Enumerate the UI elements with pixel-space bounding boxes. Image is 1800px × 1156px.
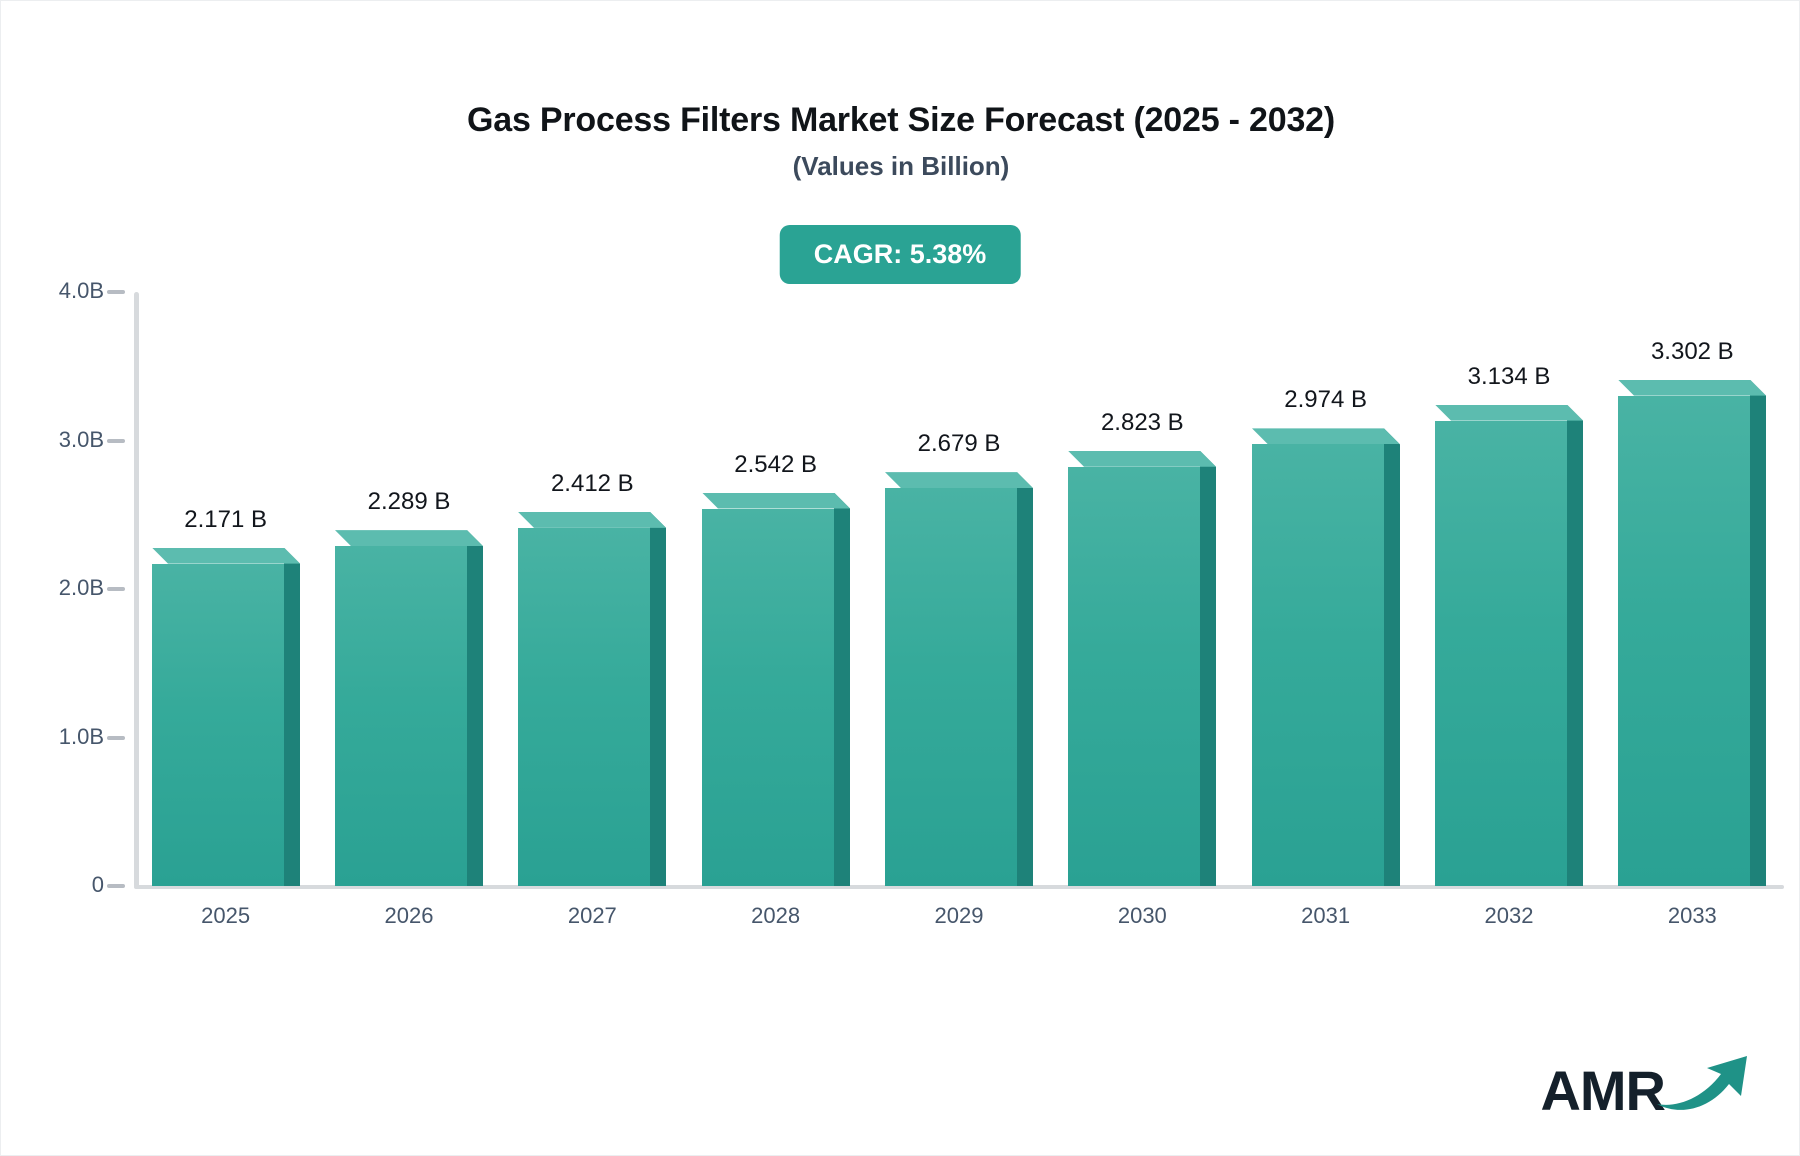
- bar-value-label: 3.302 B: [1650, 337, 1734, 365]
- bar-side-face: [834, 492, 850, 886]
- y-tick-mark: [107, 735, 125, 740]
- bar-value-label: 2.823 B: [1100, 408, 1184, 436]
- y-tick-mark: [107, 587, 125, 591]
- x-tick-label: 2026: [384, 903, 434, 928]
- bar-value-label: 2.679 B: [917, 430, 1001, 458]
- chart-title: Gas Process Filters Market Size Forecast…: [467, 101, 1335, 139]
- bar-top-face: [885, 472, 1033, 489]
- x-tick-label: 2028: [751, 903, 801, 928]
- bar-side-face: [1017, 472, 1033, 886]
- chart-subtitle: (Values in Billion): [792, 151, 1010, 181]
- bar[interactable]: [1252, 428, 1400, 886]
- bar-value-label: 3.134 B: [1467, 362, 1551, 390]
- x-tick-label: 2029: [934, 903, 984, 928]
- bar-side-face: [284, 547, 300, 886]
- bar[interactable]: [1435, 404, 1583, 886]
- bar-side-face: [650, 511, 666, 886]
- bar[interactable]: [702, 492, 850, 886]
- bar[interactable]: [152, 547, 300, 886]
- bar-top-face: [152, 547, 300, 564]
- bar-top-face: [1618, 379, 1766, 396]
- bar-front-face: [702, 508, 834, 886]
- y-tick-label: 4.0B: [58, 278, 104, 303]
- y-axis-line: [134, 292, 139, 888]
- bar-top-face: [1252, 428, 1400, 445]
- bar-value-label: 2.171 B: [184, 505, 268, 533]
- bar-front-face: [152, 563, 284, 886]
- amr-logo: AMR: [1540, 1050, 1751, 1119]
- bar[interactable]: [885, 472, 1033, 886]
- growth-arrow-icon: [1655, 1050, 1751, 1117]
- bar-front-face: [335, 546, 467, 886]
- logo-wordmark: AMR: [1540, 1059, 1666, 1122]
- bar-top-face: [702, 492, 850, 509]
- x-axis-line: [134, 885, 1784, 889]
- y-tick-mark: [107, 290, 125, 294]
- bar[interactable]: [1068, 450, 1216, 886]
- y-tick-label: 0: [91, 872, 104, 897]
- bar[interactable]: [518, 511, 666, 886]
- bar[interactable]: [1618, 379, 1766, 886]
- bar-front-face: [1252, 444, 1384, 886]
- y-tick-label: 2.0B: [58, 575, 104, 600]
- bar-top-face: [518, 511, 666, 528]
- bar-side-face: [1384, 428, 1400, 886]
- x-tick-label: 2031: [1301, 903, 1351, 928]
- bar-top-face: [1068, 450, 1216, 467]
- bar-side-face: [1567, 404, 1583, 886]
- bar-front-face: [1068, 466, 1200, 886]
- bar-side-face: [1200, 450, 1216, 886]
- y-tick-label: 3.0B: [58, 426, 104, 452]
- bar-top-face: [1435, 404, 1583, 421]
- bar[interactable]: [335, 530, 483, 886]
- bar-side-face: [467, 530, 483, 886]
- bar-front-face: [518, 527, 650, 886]
- bar-front-face: [885, 488, 1017, 886]
- x-tick-label: 2025: [201, 903, 251, 928]
- x-tick-label: 2030: [1117, 903, 1167, 928]
- y-tick-label: 1.0B: [58, 723, 104, 749]
- cagr-badge: CAGR: 5.38%: [779, 225, 1021, 284]
- bar-front-face: [1435, 420, 1567, 886]
- bar-side-face: [1750, 379, 1766, 886]
- y-tick-mark: [107, 438, 125, 443]
- bar-value-label: 2.289 B: [367, 488, 451, 516]
- x-tick-label: 2033: [1667, 903, 1717, 928]
- bar-value-label: 2.974 B: [1284, 386, 1368, 414]
- bar-top-face: [335, 530, 483, 547]
- bar-front-face: [1618, 395, 1750, 886]
- x-tick-label: 2027: [567, 903, 617, 928]
- y-tick-mark: [107, 884, 125, 888]
- bar-value-label: 2.412 B: [550, 469, 634, 497]
- x-tick-label: 2032: [1484, 903, 1534, 928]
- bar-value-label: 2.542 B: [734, 450, 818, 478]
